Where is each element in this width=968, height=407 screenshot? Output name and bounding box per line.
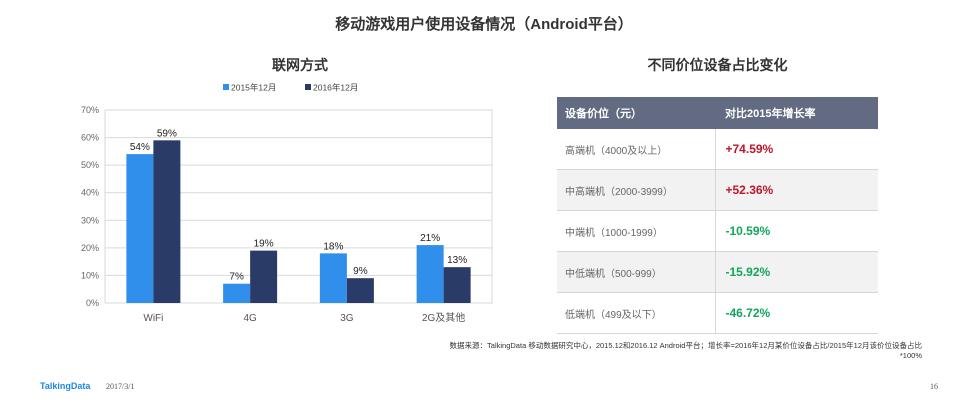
bar-value-label: 21% [420,233,440,244]
table-header-growth: 对比2015年增长率 [715,97,878,129]
table-cell-price: 中端机（1000-1999） [557,210,715,252]
x-tick-label: 2G及其他 [422,311,465,324]
chart-bars [126,140,471,303]
table-cell-price: 高端机（4000及以上） [557,129,715,170]
y-tick-label: 50% [81,160,99,170]
bar [319,253,347,303]
y-tick-label: 60% [81,133,99,143]
page-number: 16 [930,382,938,391]
chart-legend: 2015年12月 2016年12月 [223,83,358,93]
table-cell-price: 中高端机（2000-3999） [557,169,715,211]
y-tick-label: 40% [81,188,99,198]
bar [443,267,471,303]
brand-logo: TalkingData [40,381,91,391]
page-title: 移动游戏用户使用设备情况（Android平台） [335,16,633,33]
bar-value-label: 54% [130,142,150,153]
table-cell-price: 低端机（499及以下） [557,292,715,334]
y-tick-label: 10% [81,270,99,280]
legend-label: 2015年12月 [231,83,276,93]
footnote-line1: 数据来源：TalkingData 移动数据研究中心，2015.12和2016.1… [449,341,922,350]
table-row: 中低端机（500-999） -15.92% [557,251,878,293]
table-cell-growth: -15.92% [714,251,878,293]
bar [153,140,181,303]
y-tick-label: 70% [81,105,99,115]
table-row: 低端机（499及以下） -46.72% [557,292,878,334]
table-header-row: 设备价位（元） 对比2015年增长率 [557,97,878,129]
chart-title: 联网方式 [272,57,328,73]
legend-swatch [223,84,229,90]
table-row: 中高端机（2000-3999） +52.36% [557,169,878,211]
bar [416,245,444,303]
table-cell-growth: +74.59% [714,129,878,170]
legend-swatch [305,84,311,90]
bar [223,283,251,303]
bar-value-label: 9% [353,266,368,277]
x-tick-label: 3G [340,313,354,324]
bar [250,250,278,303]
bar-chart: 2015年12月 2016年12月 0% 10% 20% 30% 40% 50% 60% 70%… [81,83,493,324]
bar-value-label: 18% [323,241,343,252]
table-cell-growth: -10.59% [714,210,878,252]
bar [346,278,374,303]
footnote-line2: *100% [899,351,922,360]
bar-value-label: 7% [229,272,244,283]
table-cell-growth: -46.72% [714,292,878,334]
legend-label: 2016年12月 [313,83,358,93]
table-cell-growth: +52.36% [714,169,878,211]
table-title: 不同价位设备占比变化 [647,57,788,73]
table-row: 中端机（1000-1999） -10.59% [557,210,878,252]
table-cell-price: 中低端机（500-999） [557,251,715,293]
x-tick-label: 4G [243,313,257,324]
bar-value-label: 19% [254,239,274,250]
y-tick-label: 30% [81,215,99,225]
source-footnote: 数据来源：TalkingData 移动数据研究中心，2015.12和2016.1… [330,341,922,361]
y-tick-label: 20% [81,243,99,253]
device-price-table: 设备价位（元） 对比2015年增长率 高端机（4000及以上） +74.59% 中高… [557,97,878,334]
bar-value-label: 59% [157,128,177,139]
table-row: 高端机（4000及以上） +74.59% [557,129,878,170]
x-tick-label: WiFi [143,313,163,324]
y-tick-label: 0% [86,298,99,308]
table-header-price: 设备价位（元） [557,97,715,129]
bar [126,154,154,303]
chart-data-labels: 54% 59% WiFi 7% 19% 4G 18% 9% 3G 21% 13% 2G及其他 [130,128,467,324]
bar-value-label: 13% [447,255,467,266]
footer-date: 2017/3/1 [106,382,135,391]
